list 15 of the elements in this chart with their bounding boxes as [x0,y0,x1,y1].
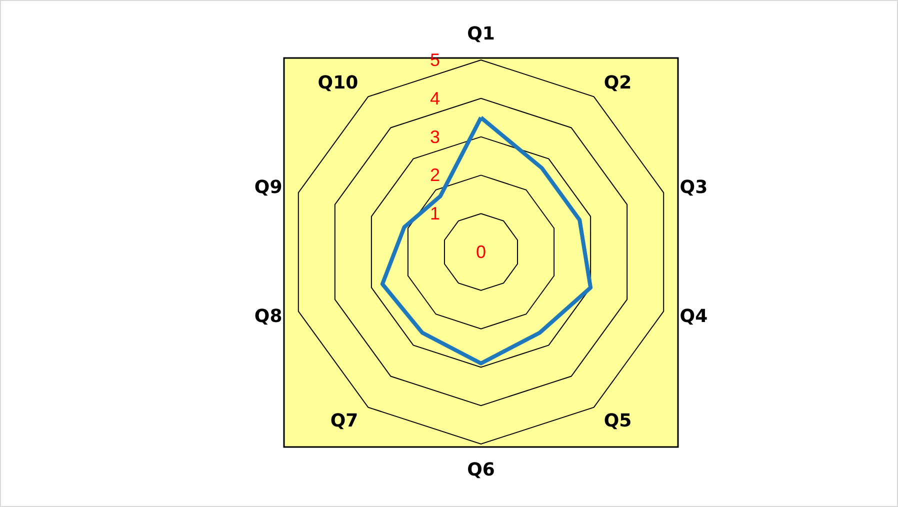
spoke-label: Q10 [318,72,358,94]
spoke-label: Q5 [604,410,632,432]
y-tick-label: 0 [476,242,486,262]
spoke-label: Q9 [254,176,282,198]
spoke-label: Q2 [604,72,632,94]
spoke-label: Q1 [467,24,495,44]
spoke-label: Q4 [680,306,708,328]
y-tick-label: 4 [430,88,440,108]
spoke-label: Q3 [680,176,708,198]
y-tick-label: 3 [430,126,440,147]
y-tick-label: 1 [430,204,440,224]
spoke-label: Q7 [330,410,358,432]
spoke-label: Q8 [254,306,282,328]
y-tick-label: 2 [430,165,440,186]
spoke-label: Q6 [467,460,495,480]
